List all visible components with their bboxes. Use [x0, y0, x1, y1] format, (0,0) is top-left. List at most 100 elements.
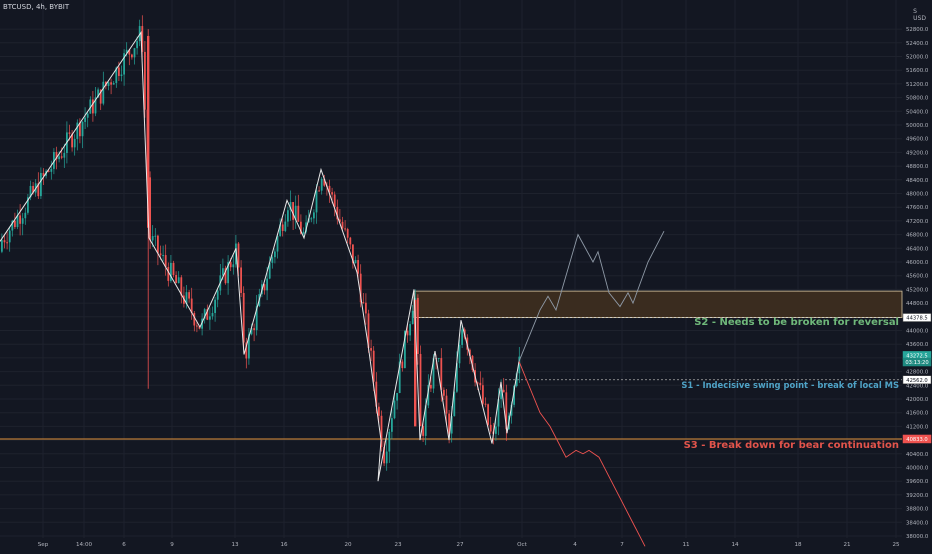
candle-body [250, 328, 253, 335]
candle-body [497, 399, 500, 427]
candle-body [79, 122, 81, 137]
candle-body [177, 277, 180, 284]
price-tick-label: 46400.0 [906, 246, 929, 252]
candle-body [144, 51, 146, 110]
candle-body [94, 97, 97, 114]
candle-body [375, 381, 378, 407]
candle-body [248, 334, 250, 359]
candle-body [136, 41, 138, 49]
price-tag [902, 434, 932, 444]
candle-body [50, 168, 53, 172]
time-tick-label: 6 [122, 542, 126, 548]
candle-body [276, 235, 279, 252]
candle-body [424, 405, 427, 436]
currency-label: S USD [913, 8, 926, 22]
candle-body [336, 206, 339, 220]
candle-body [71, 133, 73, 148]
price-tick-label: 45200.0 [906, 287, 929, 293]
price-tick-label: 42800.0 [906, 370, 929, 376]
price-tick-label: 41600.0 [906, 411, 929, 417]
candle-body [443, 389, 445, 396]
candle-body [458, 344, 461, 364]
candle-body [24, 212, 27, 219]
time-tick-label: 16 [280, 542, 288, 548]
price-tick-label: 49600.0 [906, 137, 929, 143]
s2-zone [413, 290, 903, 318]
bear-projection [518, 361, 646, 547]
candle-body [315, 190, 318, 213]
candle-body [6, 242, 8, 244]
candle-body [450, 416, 453, 434]
candle-body [391, 418, 393, 432]
candle-body [409, 324, 411, 336]
candle-body [281, 224, 284, 231]
bull-projection [518, 230, 665, 362]
candle-body [164, 255, 167, 267]
candle-body [222, 268, 224, 276]
candle-body [398, 361, 401, 394]
candle-body [430, 384, 432, 389]
candle-body [29, 185, 32, 198]
symbol-info: BTCUSD, 4h, BYBIT [3, 3, 70, 11]
price-tick-label: 48400.0 [906, 178, 929, 184]
candle-body [495, 426, 497, 434]
candle-body [401, 361, 404, 369]
price-tick-label: 50000.0 [906, 123, 929, 129]
candle-body [68, 132, 71, 134]
candle-body [185, 292, 188, 304]
price-tick-label: 47200.0 [906, 219, 929, 225]
price-tag [902, 357, 932, 367]
candle-body [53, 152, 55, 169]
price-tick-label: 52000.0 [906, 55, 929, 61]
candle-body [489, 424, 492, 432]
currency-code: USD [913, 15, 926, 22]
candle-body [352, 244, 354, 264]
candle-body [55, 152, 58, 160]
candle-body [268, 262, 271, 279]
candle-body [235, 243, 237, 265]
time-tick-label: 23 [394, 542, 402, 548]
price-tick-label: 44800.0 [906, 301, 929, 307]
price-tick-label: 38000.0 [906, 534, 929, 540]
candle-body [333, 194, 336, 207]
candle-body [448, 413, 450, 434]
candle-body [14, 220, 16, 228]
price-tick-label: 46000.0 [906, 260, 929, 266]
candle-body [76, 122, 79, 139]
price-tick-label: 52800.0 [906, 27, 929, 33]
price-tick-label: 44000.0 [906, 329, 929, 335]
candle-body [229, 262, 232, 268]
candle-body [411, 310, 414, 325]
time-tick-label: 20 [344, 542, 352, 548]
candle-body [372, 350, 375, 382]
candle-body [86, 113, 89, 118]
price-tick-label: 42400.0 [906, 383, 929, 389]
candle-body [289, 202, 292, 211]
candle-body [487, 404, 489, 425]
candle-body [133, 48, 136, 58]
price-tick-label: 49200.0 [906, 150, 929, 156]
candle-body [357, 260, 359, 274]
candle-body [385, 451, 388, 464]
candle-body [292, 202, 294, 220]
candle-body [469, 349, 471, 356]
candle-body [193, 312, 196, 326]
candle-body [515, 373, 518, 387]
candle-body [320, 178, 323, 191]
price-tick-label: 45600.0 [906, 274, 929, 280]
candle-body [131, 54, 133, 58]
candle-body [339, 219, 341, 222]
candle-body [40, 172, 42, 197]
time-tick-label: 14:00 [76, 542, 93, 548]
candle-body [255, 306, 258, 331]
candle-body [484, 403, 487, 405]
scale-mode[interactable]: S [913, 8, 917, 15]
candle-body [159, 253, 162, 256]
time-tick-label: 18 [794, 542, 802, 548]
candle-body [323, 178, 326, 186]
candle-body [21, 218, 24, 224]
candle-body [190, 298, 193, 313]
candle-body [73, 138, 76, 148]
